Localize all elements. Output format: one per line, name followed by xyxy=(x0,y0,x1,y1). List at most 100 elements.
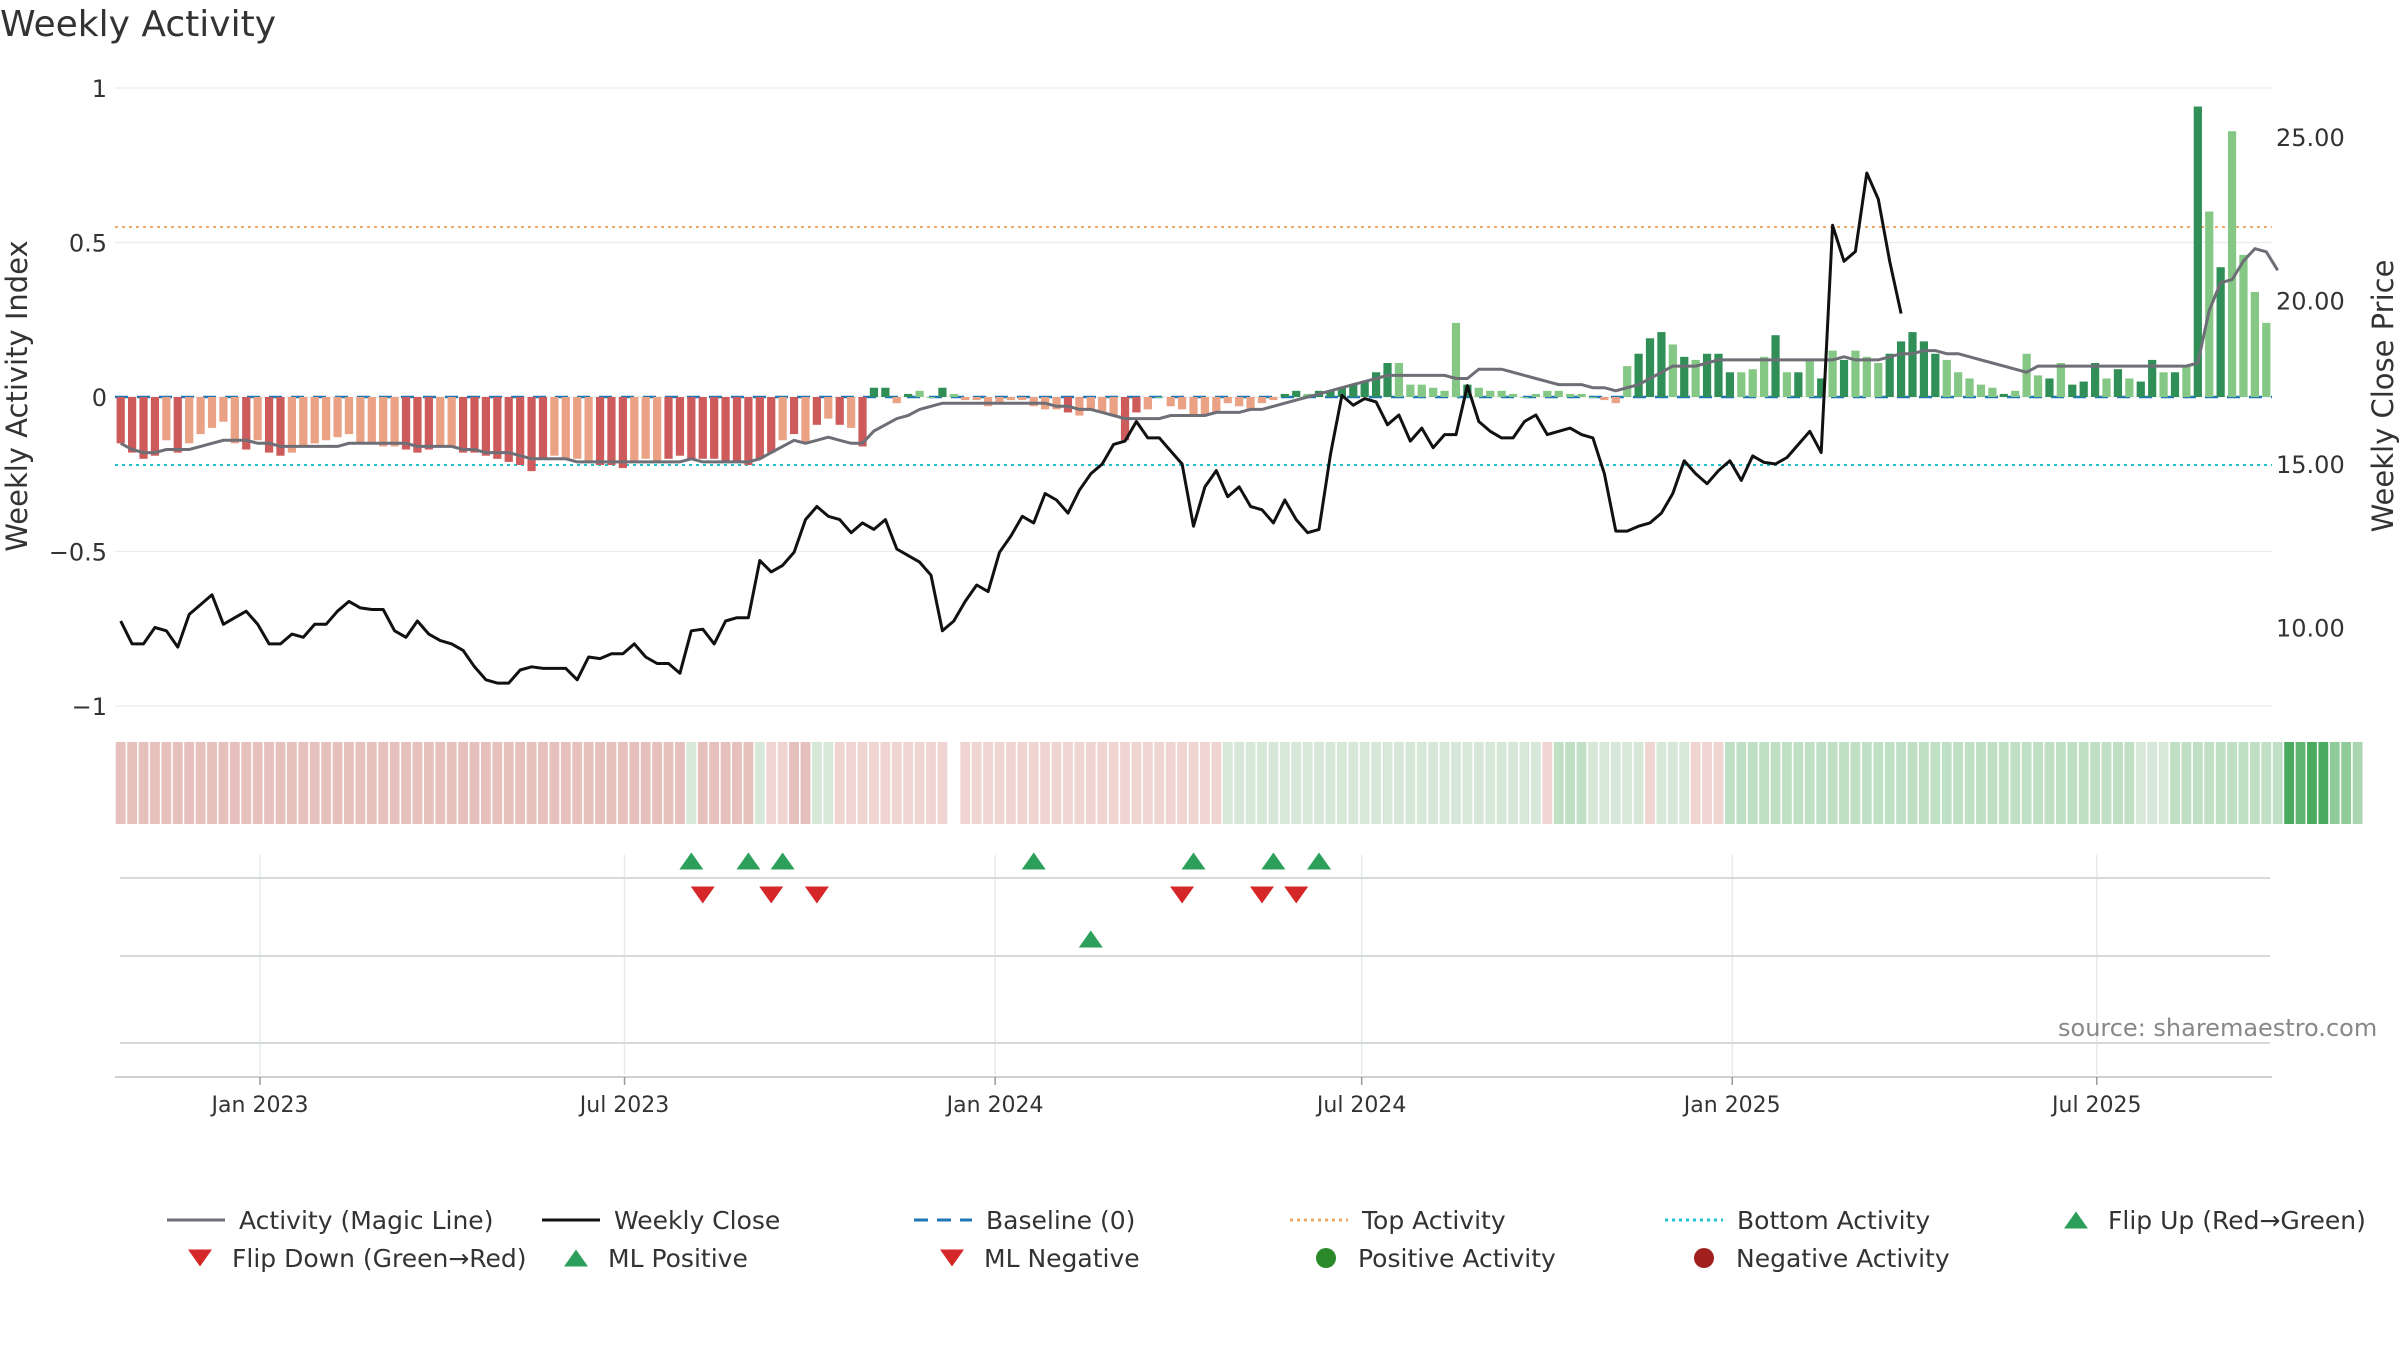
activity-bar xyxy=(1782,372,1792,397)
activity-bar xyxy=(1451,322,1461,397)
strip-cell xyxy=(1690,742,1701,824)
legend-label: Top Activity xyxy=(1362,1205,1506,1235)
series-lines xyxy=(119,171,2279,685)
activity-bar xyxy=(972,397,981,401)
strip-cell xyxy=(229,742,240,824)
activity-bar xyxy=(1474,387,1483,397)
strip-cell xyxy=(686,742,697,824)
activity-bar xyxy=(1531,393,1540,397)
activity-bar xyxy=(1326,390,1335,397)
activity-bar xyxy=(2079,381,2088,397)
strip-cell xyxy=(1336,742,1347,824)
strip-cell xyxy=(1964,742,1975,824)
activity-bar xyxy=(2068,384,2077,397)
x-tick-label: Jul 2025 xyxy=(2050,1093,2142,1118)
strip-cell xyxy=(469,742,480,824)
activity-bar xyxy=(915,390,924,397)
legend-item: Baseline (0) xyxy=(912,1202,1135,1238)
strip-cell xyxy=(846,742,857,824)
activity-bar xyxy=(1748,369,1757,397)
flip-markers xyxy=(679,852,1332,948)
x-tick-label: Jan 2023 xyxy=(210,1093,309,1118)
strip-cell xyxy=(1473,742,1484,824)
strip-cell xyxy=(549,742,560,824)
legend-item: Top Activity xyxy=(1288,1202,1506,1238)
strip-cell xyxy=(138,742,149,824)
strip-cell xyxy=(1371,742,1382,824)
activity-bars xyxy=(116,106,2271,472)
activity-bar xyxy=(2250,291,2259,397)
activity-bar xyxy=(1623,366,1632,397)
strip-cell xyxy=(1713,742,1724,824)
magic-line xyxy=(119,247,2279,464)
strip-cell xyxy=(1850,742,1861,824)
activity-bar xyxy=(664,397,673,459)
activity-bar xyxy=(185,397,194,444)
activity-bar xyxy=(230,397,239,444)
strip-cell xyxy=(1382,742,1393,824)
strip-cell xyxy=(1565,742,1576,824)
strip-cell xyxy=(1439,742,1450,824)
strip-cell xyxy=(1599,742,1610,824)
strip-cell xyxy=(732,742,742,824)
red-triangle-down-icon xyxy=(940,1249,964,1267)
strip-cell xyxy=(926,742,936,824)
strip-cell xyxy=(766,742,777,824)
activity-bar xyxy=(139,397,148,459)
activity-bar xyxy=(938,387,947,397)
activity-bar xyxy=(1155,397,1164,398)
strip-cell xyxy=(1085,742,1096,824)
activity-bar xyxy=(573,397,582,459)
strip-cell xyxy=(640,742,651,824)
ml-positive-marker xyxy=(1078,930,1103,948)
strip-cell xyxy=(617,742,628,824)
strip-cell xyxy=(1633,742,1644,824)
y-right-tick-label: 20.00 xyxy=(2276,288,2345,316)
strip-cell xyxy=(606,742,617,824)
red-circle-icon xyxy=(1694,1248,1714,1268)
activity-bar xyxy=(196,397,205,435)
y-tick-label: 0.5 xyxy=(69,230,107,258)
legend-item: ML Negative xyxy=(932,1240,1140,1276)
activity-bar xyxy=(1257,397,1267,404)
strip-cell xyxy=(264,742,274,824)
activity-bar xyxy=(1349,384,1358,397)
activity-bar xyxy=(1999,393,2008,397)
activity-bar xyxy=(2011,390,2020,397)
strip-cell xyxy=(412,742,423,824)
legend-item: Activity (Magic Line) xyxy=(165,1202,493,1238)
activity-bar xyxy=(2182,366,2191,397)
strip-cell xyxy=(903,742,914,824)
source-note: source: sharemaestro.com xyxy=(2058,1014,2378,1042)
strip-cell xyxy=(1108,742,1119,824)
legend-label: Activity (Magic Line) xyxy=(239,1205,494,1235)
strip-cell xyxy=(1074,742,1085,824)
strip-cell xyxy=(2158,742,2169,824)
legend-label: Flip Down (Green→Red) xyxy=(232,1243,527,1273)
legend-label: Flip Up (Red→Green) xyxy=(2108,1205,2366,1235)
activity-bar xyxy=(630,397,639,462)
strip-cell xyxy=(1416,742,1427,824)
activity-bar xyxy=(516,397,525,465)
legend-item: Negative Activity xyxy=(1684,1240,1950,1276)
strip-cell xyxy=(538,742,548,824)
strip-cell xyxy=(1622,742,1633,824)
activity-bar xyxy=(1212,397,1221,413)
activity-bar xyxy=(1508,393,1518,397)
activity-bar xyxy=(904,393,913,397)
strip-cell xyxy=(275,742,286,824)
red-triangle-down-icon xyxy=(188,1249,212,1267)
strip-cell xyxy=(1941,742,1952,824)
green-circle-icon xyxy=(1316,1248,1336,1268)
y-tick-label: −0.5 xyxy=(49,539,107,567)
activity-bar xyxy=(710,397,719,459)
activity-bar xyxy=(732,397,742,462)
strip-cell xyxy=(2044,742,2055,824)
strip-cell xyxy=(1211,742,1222,824)
strip-cell xyxy=(1759,742,1770,824)
strip-cell xyxy=(1656,742,1667,824)
strip-cell xyxy=(1462,742,1473,824)
strip-cell xyxy=(777,742,788,824)
flip-down-marker xyxy=(759,886,784,904)
activity-bar xyxy=(926,397,936,398)
